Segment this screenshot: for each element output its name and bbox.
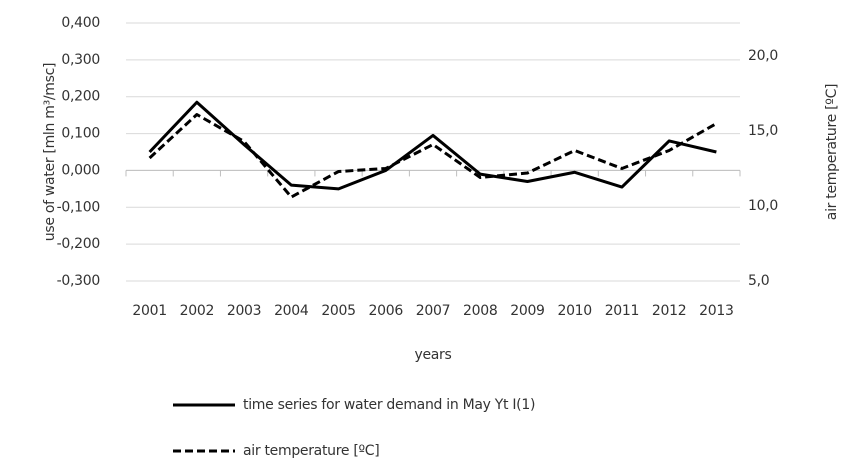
y-tick-label: 0,100 [61,126,100,142]
y-tick-label: -0,300 [57,273,100,289]
y-axis-label: use of water [mln m³/msc] [42,63,58,241]
y-tick-label: 0,400 [61,15,100,31]
y-tick-label: 0,200 [61,89,100,105]
y2-tick-label: 10,0 [748,198,778,214]
y-tick-label: -0,200 [57,236,100,252]
y-tick-label: -0,100 [57,199,100,215]
series-line [148,113,718,199]
x-tick-label: 2007 [416,303,450,319]
x-tick-label: 2001 [132,303,166,319]
legend-label: air temperature [ºC] [243,443,379,459]
y2-tick-label: 15,0 [748,123,778,139]
x-tick-label: 2009 [510,303,544,319]
x-tick-label: 2002 [180,303,214,319]
y2-tick-label: 5,0 [748,273,769,289]
x-tick-label: 2004 [274,303,309,319]
y-tick-label: 0,000 [61,162,100,178]
x-tick-label: 2003 [227,303,261,319]
series-line [148,100,717,191]
x-tick-label: 2010 [557,303,591,319]
x-tick-label: 2006 [369,303,404,319]
y2-tick-label: 20,0 [748,48,778,64]
y-tick-label: 0,300 [61,52,100,68]
y2-axis-label: air temperature [ºC] [824,84,840,220]
x-tick-label: 2008 [463,303,497,319]
x-tick-label: 2012 [652,303,686,319]
legend-label: time series for water demand in May Yt I… [243,397,535,413]
x-tick-label: 2013 [699,303,733,319]
x-tick-label: 2011 [605,303,639,319]
x-axis-label: years [414,347,451,363]
x-tick-label: 2005 [321,303,355,319]
